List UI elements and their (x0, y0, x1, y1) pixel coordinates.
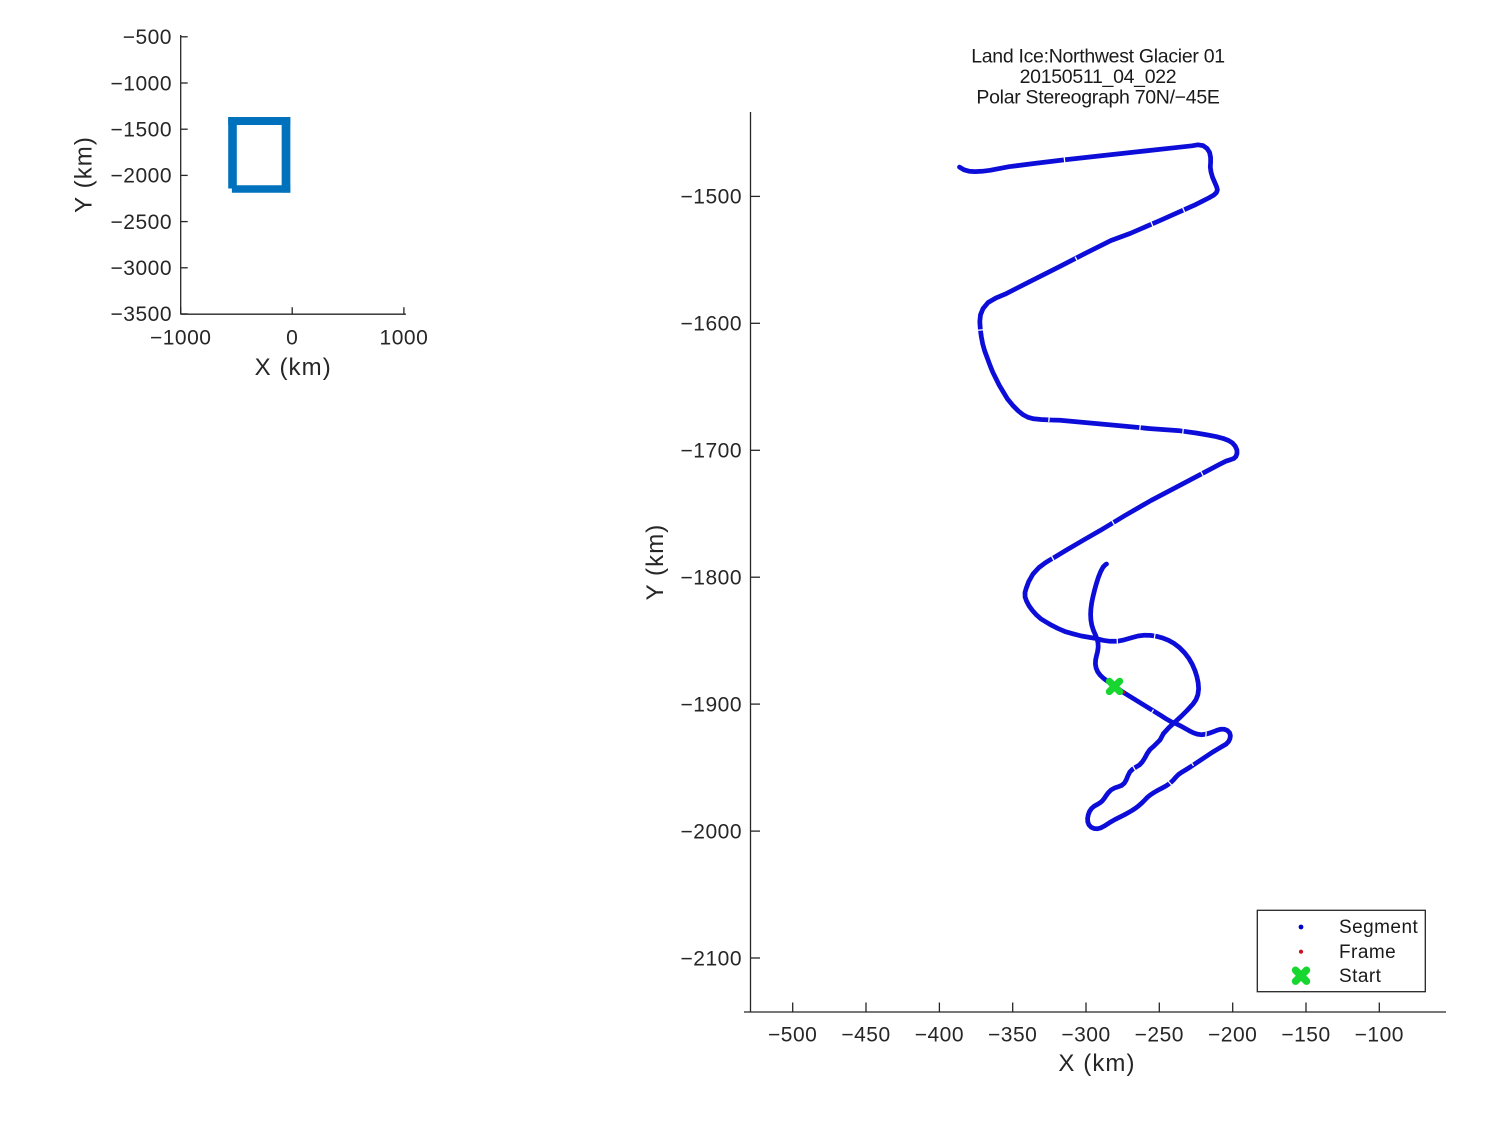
svg-text:−2000: −2000 (681, 820, 742, 843)
svg-text:−200: −200 (1208, 1024, 1257, 1047)
svg-text:−1000: −1000 (111, 72, 172, 95)
svg-text:X (km): X (km) (1058, 1050, 1135, 1077)
svg-text:−150: −150 (1281, 1024, 1330, 1047)
svg-text:−400: −400 (915, 1024, 964, 1047)
svg-text:−1500: −1500 (111, 119, 172, 142)
svg-text:−350: −350 (988, 1024, 1037, 1047)
svg-text:−500: −500 (768, 1024, 817, 1047)
svg-text:Polar Stereograph 70N/−45E: Polar Stereograph 70N/−45E (976, 86, 1219, 108)
svg-text:−300: −300 (1061, 1024, 1110, 1047)
svg-text:−3000: −3000 (111, 257, 172, 280)
svg-text:Y (km): Y (km) (642, 524, 669, 601)
svg-text:−450: −450 (841, 1024, 890, 1047)
svg-text:Start: Start (1339, 966, 1382, 987)
svg-text:0: 0 (286, 327, 298, 350)
svg-text:−2500: −2500 (111, 211, 172, 234)
svg-text:−1700: −1700 (681, 440, 742, 463)
svg-text:−500: −500 (123, 26, 172, 49)
svg-text:X (km): X (km) (255, 354, 332, 381)
svg-text:1000: 1000 (380, 327, 429, 350)
svg-text:−1900: −1900 (681, 693, 742, 716)
svg-text:20150511_04_022: 20150511_04_022 (1020, 66, 1177, 88)
svg-text:Land Ice:Northwest Glacier 01: Land Ice:Northwest Glacier 01 (971, 46, 1225, 68)
svg-text:−250: −250 (1135, 1024, 1184, 1047)
svg-text:−100: −100 (1355, 1024, 1404, 1047)
svg-text:−3500: −3500 (111, 303, 172, 326)
svg-text:−1000: −1000 (150, 327, 211, 350)
svg-text:−2000: −2000 (111, 165, 172, 188)
svg-text:−2100: −2100 (681, 947, 742, 970)
svg-text:−1800: −1800 (681, 567, 742, 590)
svg-text:−1600: −1600 (681, 313, 742, 336)
svg-text:Frame: Frame (1339, 942, 1396, 963)
svg-text:Y (km): Y (km) (71, 136, 98, 213)
svg-text:−1500: −1500 (681, 186, 742, 209)
svg-text:Segment: Segment (1339, 917, 1418, 938)
